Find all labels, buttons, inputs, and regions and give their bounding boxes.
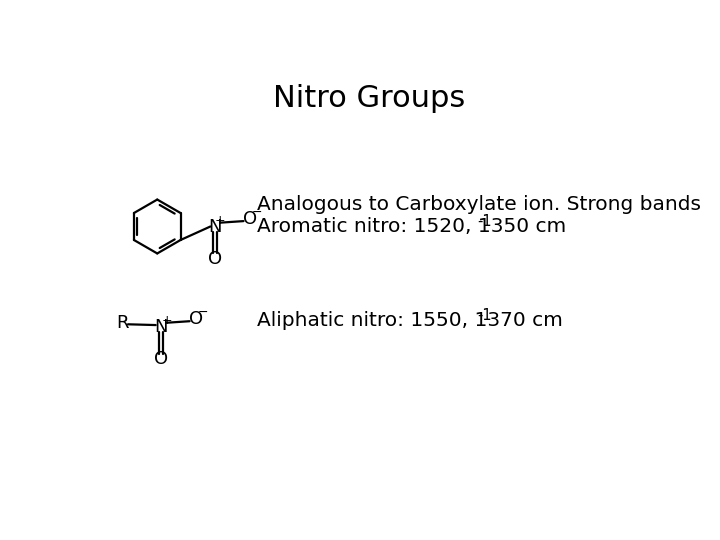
Text: N: N	[154, 318, 168, 335]
Text: Aromatic nitro: 1520, 1350 cm: Aromatic nitro: 1520, 1350 cm	[257, 217, 567, 236]
Text: R: R	[117, 314, 129, 332]
Text: -1: -1	[477, 214, 492, 228]
Text: +: +	[215, 214, 225, 227]
Text: O: O	[189, 310, 203, 328]
Text: Analogous to Carboxylate ion. Strong bands: Analogous to Carboxylate ion. Strong ban…	[257, 195, 701, 214]
Text: +: +	[161, 314, 172, 327]
Text: O: O	[208, 250, 222, 268]
Text: −: −	[198, 306, 209, 319]
Text: −: −	[252, 206, 263, 219]
Text: O: O	[154, 350, 168, 368]
Text: Aliphatic nitro: 1550, 1370 cm: Aliphatic nitro: 1550, 1370 cm	[257, 311, 563, 330]
Text: N: N	[208, 218, 222, 235]
Text: O: O	[243, 210, 257, 228]
Text: -1: -1	[477, 308, 492, 322]
Text: Nitro Groups: Nitro Groups	[273, 84, 465, 113]
